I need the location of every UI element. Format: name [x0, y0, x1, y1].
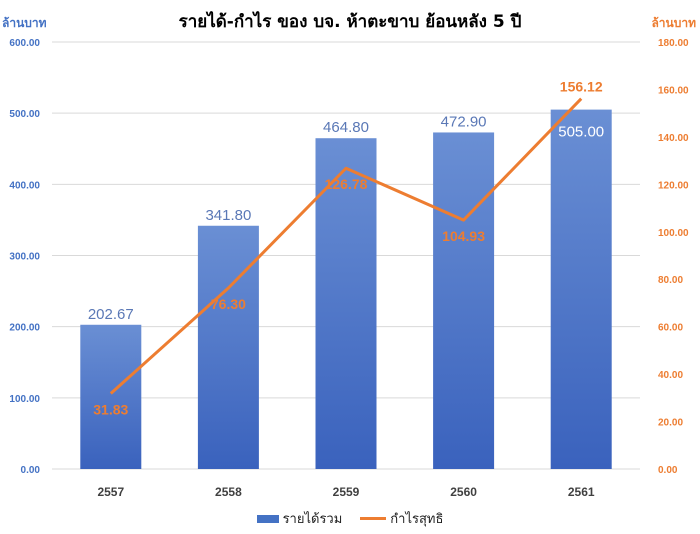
right-axis-tick-label: 0.00 [658, 465, 678, 476]
line-data-label: 31.83 [93, 401, 128, 417]
chart-title: รายได้-กำไร ของ บจ. ห้าตะขาบ ย้อนหลัง 5 … [178, 12, 522, 32]
right-axis-unit-label: ล้านบาท [651, 16, 696, 30]
bar [550, 109, 612, 469]
x-axis-tick-label: 2560 [450, 485, 477, 499]
legend-swatch-line [360, 517, 387, 520]
right-axis-tick-label: 80.00 [658, 275, 683, 286]
axes: 0.00 100.00 200.00 300.00 400.00 500.00 600.00… [9, 38, 689, 499]
right-axis-tick-label: 140.00 [658, 133, 689, 144]
bar-data-label: 464.80 [323, 119, 369, 136]
bar [315, 138, 377, 469]
left-axis-tick-label: 100.00 [9, 394, 40, 405]
right-axis-tick-label: 40.00 [658, 370, 683, 381]
x-axis-tick-label: 2557 [97, 485, 124, 499]
legend-label-revenue: รายได้รวม [282, 512, 343, 527]
right-axis-tick-label: 180.00 [658, 38, 689, 49]
bar-data-label: 472.90 [441, 113, 487, 130]
line-data-label: 104.93 [442, 228, 485, 244]
left-axis-tick-label: 600.00 [9, 38, 40, 49]
line-series: 31.83 76.30 126.78 104.93 156.12 [93, 79, 603, 418]
line-data-label: 76.30 [211, 296, 246, 312]
line-data-label: 156.12 [560, 79, 603, 95]
legend-item-revenue[interactable]: รายได้รวม [256, 508, 343, 529]
legend: รายได้รวม กำไรสุทธิ [0, 508, 700, 529]
bar [80, 324, 142, 469]
legend-item-profit[interactable]: กำไรสุทธิ [360, 508, 443, 529]
x-axis-tick-label: 2561 [568, 485, 595, 499]
left-axis-tick-label: 400.00 [9, 180, 40, 191]
bar-data-label: 505.00 [558, 124, 604, 141]
right-axis-tick-label: 160.00 [658, 85, 689, 96]
x-axis-tick-label: 2559 [333, 485, 360, 499]
bar [433, 132, 495, 470]
legend-swatch-bar [256, 514, 279, 523]
left-axis-tick-label: 300.00 [9, 252, 40, 263]
legend-label-profit: กำไรสุทธิ [390, 512, 444, 527]
left-axis-tick-label: 500.00 [9, 109, 40, 120]
left-axis-tick-label: 200.00 [9, 323, 40, 334]
right-axis-tick-label: 120.00 [658, 180, 689, 191]
bar-data-label: 202.67 [88, 306, 134, 323]
bar-series: 202.67 341.80 464.80 472.90 505.00 [80, 109, 612, 470]
bar [197, 225, 259, 469]
right-axis-tick-label: 20.00 [658, 418, 683, 429]
left-axis-unit-label: ล้านบาท [2, 16, 47, 30]
right-axis-tick-label: 60.00 [658, 323, 683, 334]
right-axis-tick-label: 100.00 [658, 228, 689, 239]
x-axis-tick-label: 2558 [215, 485, 242, 499]
profit-line [109, 97, 583, 395]
bar-data-label: 341.80 [205, 207, 251, 224]
line-data-label: 126.78 [325, 176, 368, 192]
left-axis-tick-label: 0.00 [21, 465, 41, 476]
